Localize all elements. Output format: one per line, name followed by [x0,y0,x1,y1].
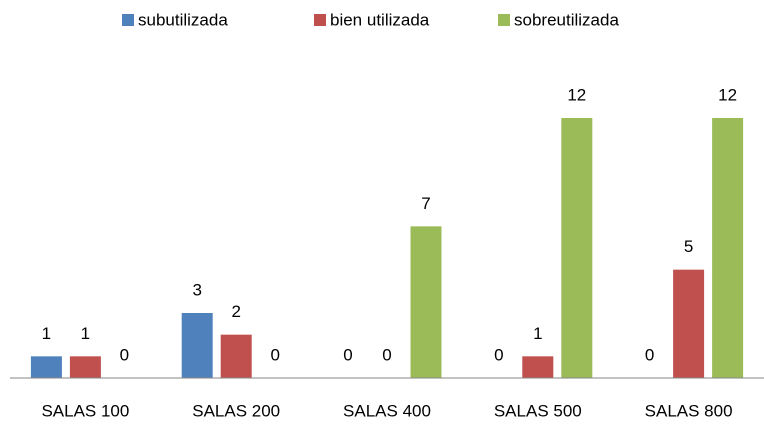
legend-swatch [314,14,326,26]
value-label: 0 [343,345,352,364]
legend-swatch [122,14,134,26]
value-label: 12 [567,85,586,104]
bar [561,118,593,378]
bar [673,269,705,378]
value-label: 0 [120,345,129,364]
value-label: 7 [421,194,430,213]
value-label: 5 [684,237,693,256]
value-label: 0 [645,345,654,364]
value-label: 1 [81,324,90,343]
legend-label: sobreutilizada [514,10,619,29]
bar [30,356,62,378]
x-tick-label: SALAS 800 [645,401,733,420]
bar [410,226,442,378]
value-label: 12 [718,85,737,104]
legend-label: bien utilizada [330,10,430,29]
bar [522,356,554,378]
bar [69,356,101,378]
x-tick-label: SALAS 100 [41,401,129,420]
bar [220,334,252,378]
value-label: 1 [42,324,51,343]
value-label: 3 [192,280,201,299]
legend-label: subutilizada [138,10,228,29]
value-label: 1 [533,324,542,343]
value-label: 0 [270,345,279,364]
x-tick-label: SALAS 500 [494,401,582,420]
bar [181,313,213,378]
x-tick-label: SALAS 400 [343,401,431,420]
bar [712,118,744,378]
legend-swatch [498,14,510,26]
value-label: 0 [494,345,503,364]
value-label: 0 [382,345,391,364]
value-label: 2 [231,302,240,321]
x-tick-label: SALAS 200 [192,401,280,420]
